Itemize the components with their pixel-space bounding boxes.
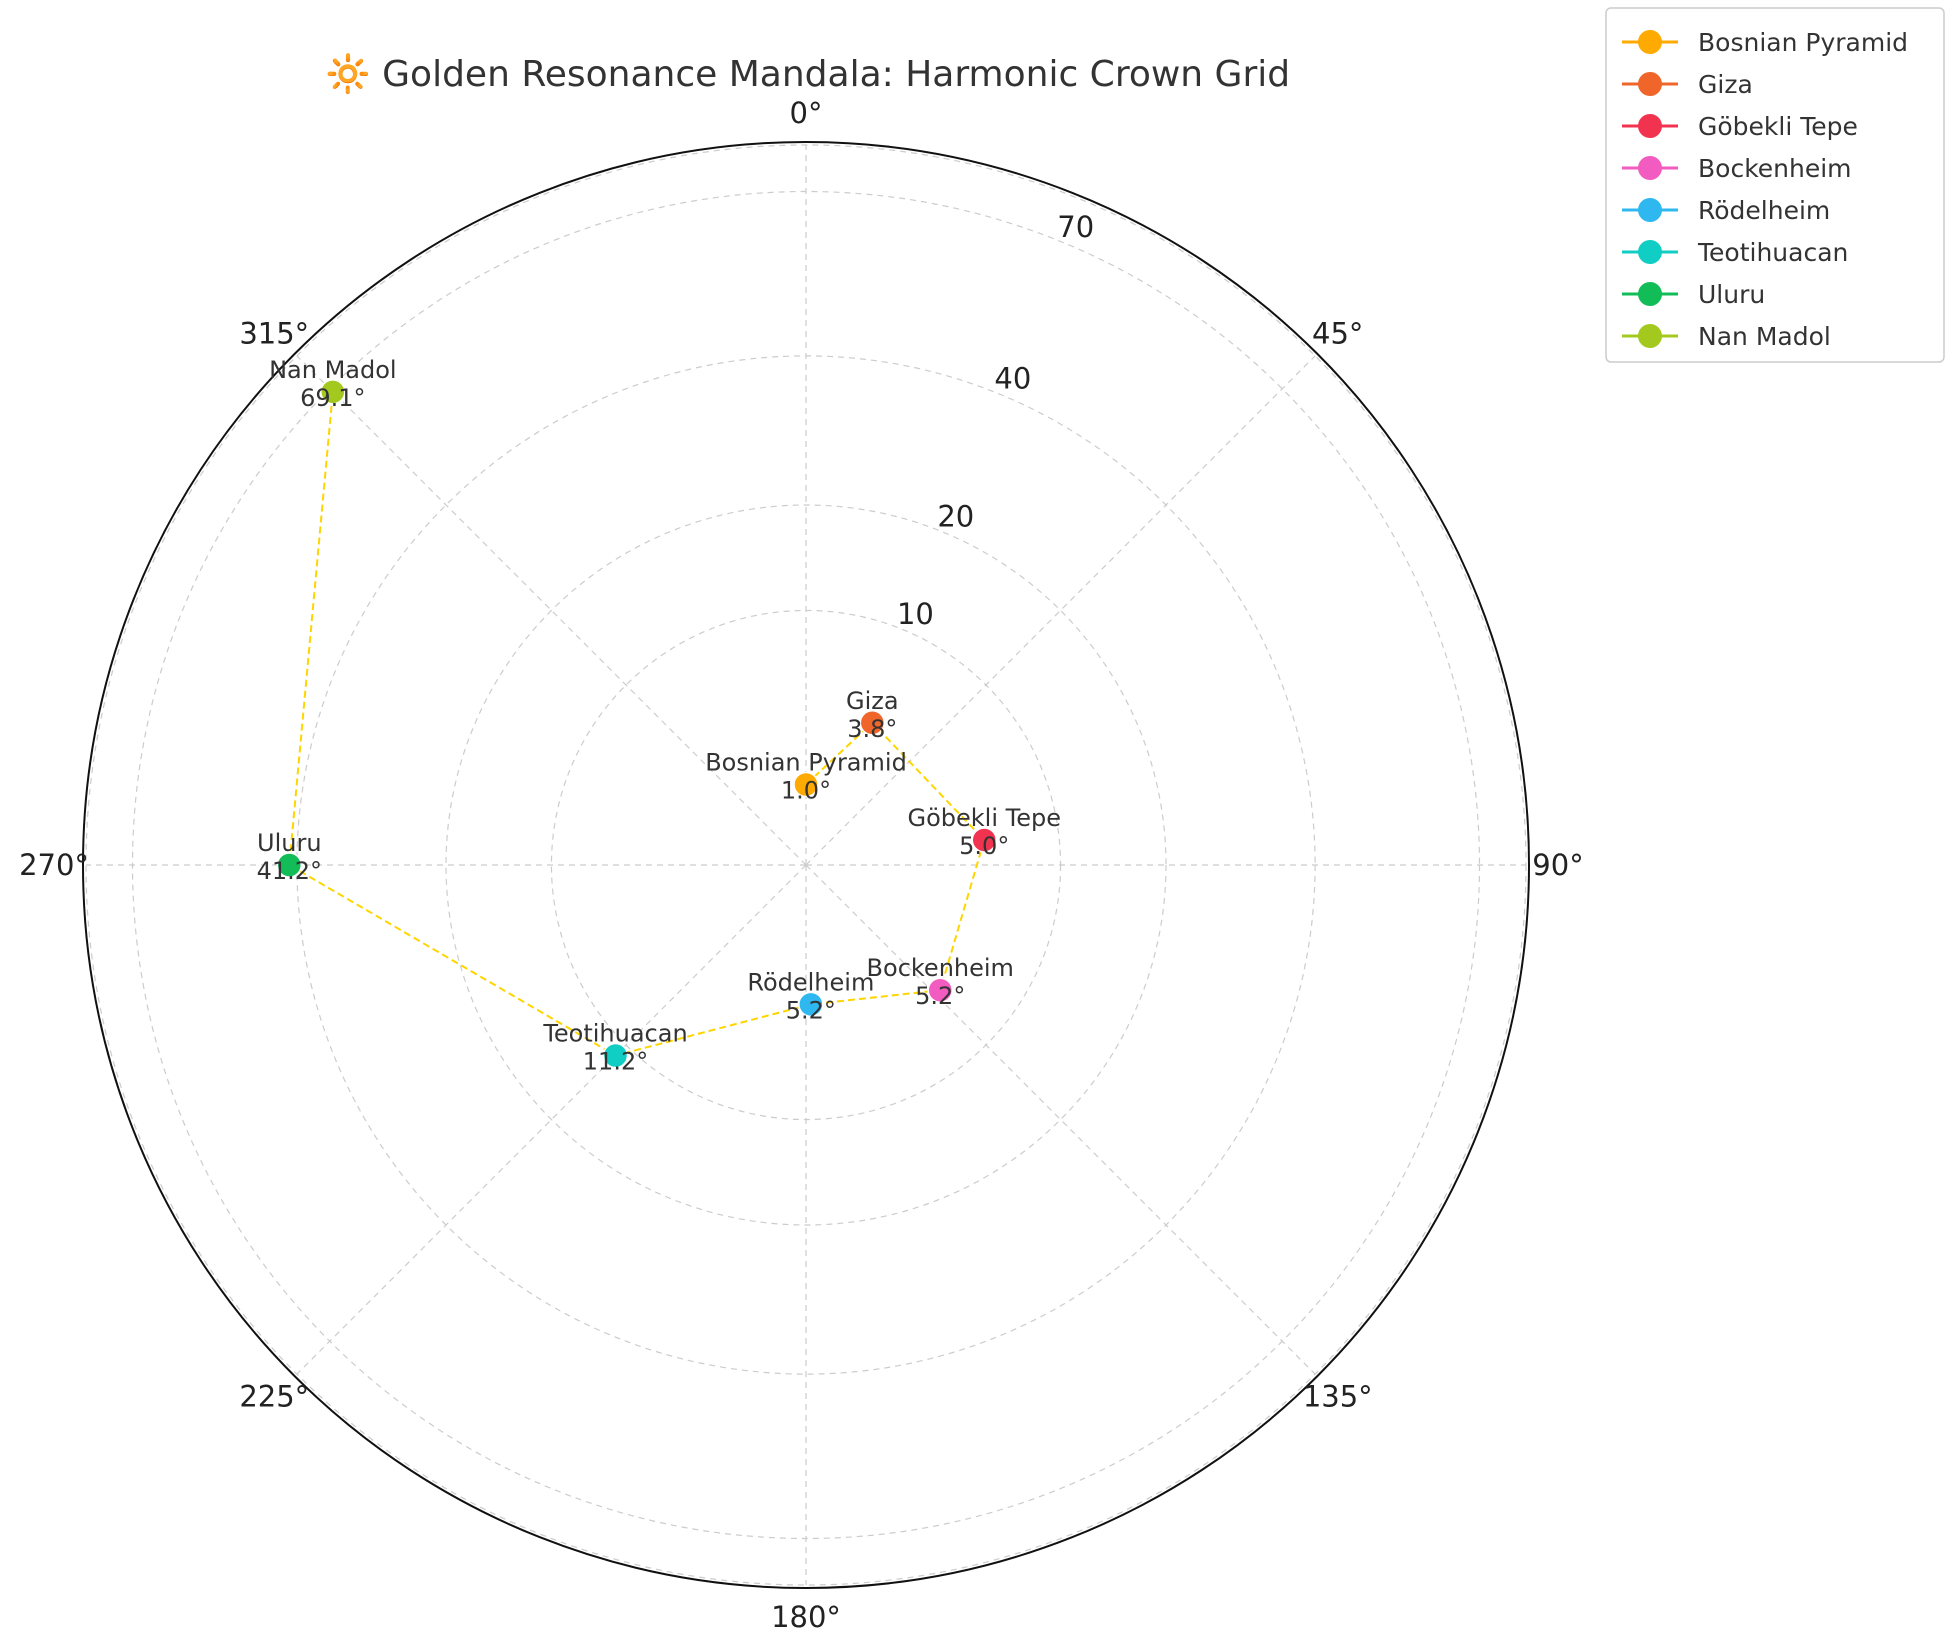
point-name-label: Bockenheim bbox=[867, 954, 1014, 982]
legend: Bosnian Pyramid Giza Göbekli Tepe Bockenhei… bbox=[1605, 7, 1945, 363]
legend-entry: Bosnian Pyramid bbox=[1698, 28, 1908, 57]
data-point bbox=[793, 771, 819, 798]
point-value-label: 5.2° bbox=[786, 996, 836, 1024]
theta-tick-label: 45° bbox=[1312, 316, 1363, 350]
data-point bbox=[971, 827, 997, 853]
point-name-label: Rödelheim bbox=[747, 968, 874, 996]
polar-frame bbox=[82, 141, 1530, 1589]
r-tick-label: 20 bbox=[937, 499, 974, 533]
theta-tick-label: 135° bbox=[1303, 1380, 1373, 1414]
legend-entry: Teotihuacan bbox=[1697, 238, 1848, 267]
point-name-label: Bosnian Pyramid bbox=[705, 749, 907, 777]
point-value-label: 5.0° bbox=[959, 832, 1009, 860]
theta-tick-label: 180° bbox=[771, 1600, 841, 1634]
r-tick-label: 10 bbox=[897, 597, 934, 631]
legend-entry: Rödelheim bbox=[1698, 196, 1830, 225]
point-name-label: Teotihuacan bbox=[542, 1019, 687, 1047]
r-gridline bbox=[85, 144, 1527, 1586]
legend-frame bbox=[1605, 7, 1945, 363]
legend-marker bbox=[1638, 240, 1662, 264]
data-point bbox=[320, 379, 346, 405]
legend-entry: Giza bbox=[1698, 70, 1753, 99]
legend-marker bbox=[1638, 198, 1662, 222]
point-value-label: 41.2° bbox=[257, 857, 322, 885]
legend-marker bbox=[1638, 30, 1662, 54]
connector-line bbox=[288, 391, 986, 1057]
data-point bbox=[859, 710, 886, 736]
point-name-label: Giza bbox=[846, 687, 899, 715]
r-tick-label: 70 bbox=[1057, 210, 1094, 244]
legend-marker bbox=[1638, 72, 1662, 96]
theta-tick-label: 0° bbox=[790, 96, 823, 130]
chart-title: 🔆 Golden Resonance Mandala: Harmonic Cro… bbox=[326, 52, 1290, 95]
legend-marker bbox=[1638, 282, 1662, 306]
theta-tick-label: 315° bbox=[239, 316, 309, 350]
theta-tick-label: 270° bbox=[19, 848, 89, 882]
data-point bbox=[276, 852, 303, 878]
r-gridline bbox=[445, 504, 1167, 1226]
point-value-label: 5.2° bbox=[915, 982, 965, 1010]
theta-gridline bbox=[805, 355, 1316, 866]
legend-marker bbox=[1638, 324, 1662, 348]
point-value-label: 3.8° bbox=[847, 715, 897, 743]
legend-marker bbox=[1638, 114, 1662, 138]
data-point bbox=[798, 991, 824, 1018]
r-gridline bbox=[550, 609, 1062, 1121]
legend-entry: Göbekli Tepe bbox=[1698, 112, 1858, 141]
point-name-label: Nan Madol bbox=[269, 356, 397, 384]
theta-gridline bbox=[805, 864, 1316, 1375]
legend-marker bbox=[1638, 156, 1662, 180]
theta-gridline bbox=[296, 355, 807, 866]
point-value-label: 11.2° bbox=[583, 1047, 648, 1075]
legend-entry: Uluru bbox=[1698, 280, 1765, 309]
r-tick-label: 40 bbox=[994, 362, 1031, 396]
point-name-label: Uluru bbox=[257, 829, 322, 857]
legend-entry: Nan Madol bbox=[1698, 322, 1831, 351]
data-point bbox=[602, 1042, 629, 1069]
theta-tick-label: 225° bbox=[239, 1380, 309, 1414]
point-value-label: 1.0° bbox=[781, 777, 831, 805]
point-value-label: 69.1° bbox=[300, 384, 365, 412]
point-name-label: Göbekli Tepe bbox=[907, 804, 1061, 832]
data-point bbox=[927, 977, 954, 1003]
theta-tick-label: 90° bbox=[1532, 848, 1583, 882]
legend-entry: Bockenheim bbox=[1698, 154, 1852, 183]
r-gridline bbox=[131, 190, 1481, 1540]
axis-ticks: 0° 45° 90° 135° 180° 225° 270° 315° 10 20 40 70 bbox=[19, 96, 1584, 1634]
